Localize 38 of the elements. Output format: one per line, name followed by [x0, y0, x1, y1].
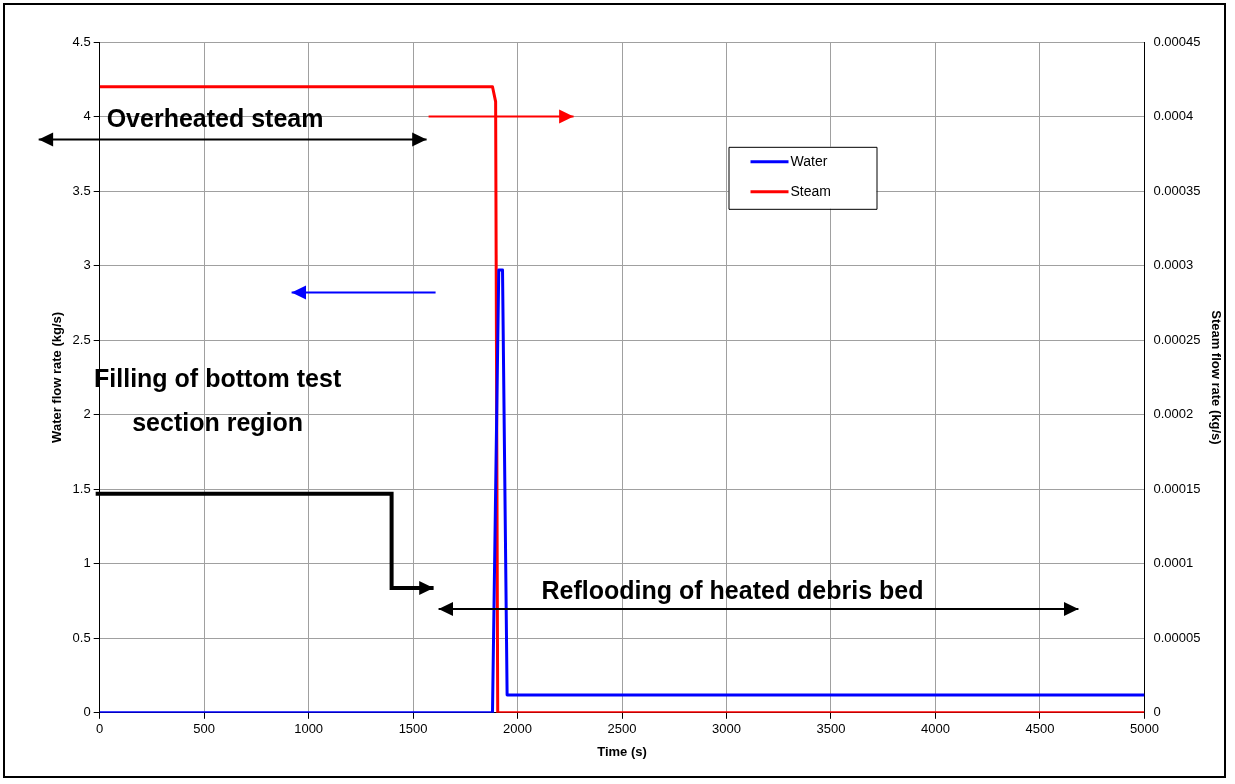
legend-label: Steam: [790, 182, 831, 199]
legend-label: Water: [790, 152, 828, 169]
y2-tick-label: 0.00005: [1153, 629, 1201, 645]
y-tick-label: 3: [83, 257, 91, 273]
y2-tick-label: 0.0004: [1153, 108, 1194, 124]
y-tick-label: 0.5: [72, 629, 91, 645]
annotation: Reflooding of heated debris bed: [541, 575, 924, 604]
y2-tick-label: 0.0002: [1153, 406, 1194, 422]
y-tick-label: 3.5: [72, 182, 91, 198]
y2-tick-label: 0.0001: [1153, 555, 1194, 571]
y2-tick-label: 0.00025: [1153, 331, 1201, 347]
y-axis-title: Water flow rate (kg/s): [49, 311, 65, 443]
y-tick-label: 4: [83, 108, 91, 124]
y-tick-label: 4.5: [72, 33, 91, 49]
y-tick-label: 2.5: [72, 331, 91, 347]
x-tick-label: 3000: [712, 721, 741, 737]
x-tick-label: 0: [96, 721, 104, 737]
y-tick-label: 1.5: [72, 480, 91, 496]
x-tick-label: 1500: [398, 721, 428, 737]
x-tick-label: 500: [193, 721, 215, 737]
annotation: Overheated steam: [106, 103, 324, 132]
y2-tick-label: 0.00045: [1153, 33, 1201, 49]
x-tick-label: 5000: [1129, 721, 1159, 737]
y2-axis-title: Steam flow rate (kg/s): [1208, 310, 1224, 445]
x-tick-label: 2500: [607, 721, 637, 737]
x-tick-label: 2000: [503, 721, 533, 737]
x-tick-label: 3500: [816, 721, 846, 737]
y-tick-label: 1: [83, 555, 91, 571]
y-tick-label: 0: [83, 704, 91, 720]
y2-tick-label: 0.00035: [1153, 182, 1201, 198]
y2-tick-label: 0.00015: [1153, 480, 1201, 496]
y2-tick-label: 0.0003: [1153, 257, 1194, 273]
x-tick-label: 1000: [294, 721, 324, 737]
y-tick-label: 2: [83, 406, 91, 422]
x-axis-title: Time (s): [597, 743, 647, 759]
x-tick-label: 4000: [921, 721, 950, 737]
y2-tick-label: 0: [1153, 704, 1161, 720]
x-tick-label: 4500: [1025, 721, 1055, 737]
